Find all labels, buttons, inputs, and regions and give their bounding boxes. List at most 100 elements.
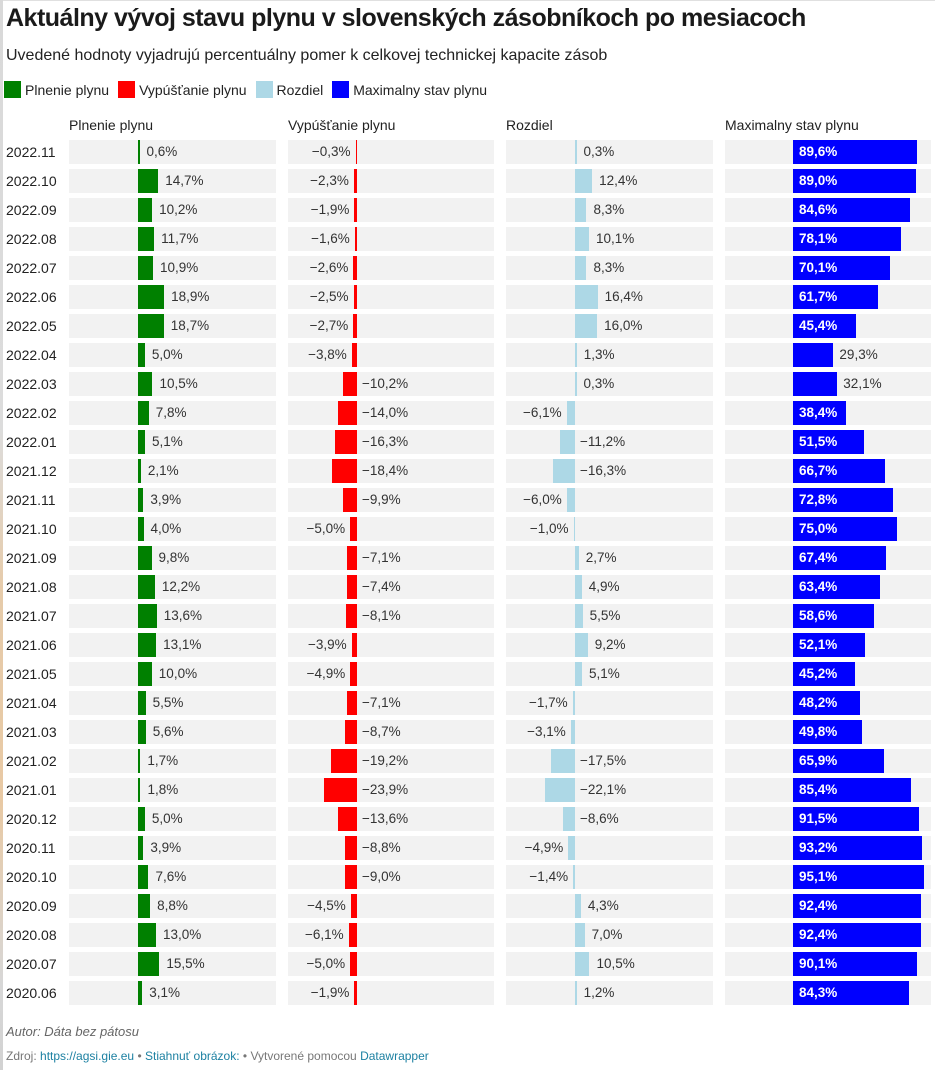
- cell-background: [506, 923, 713, 947]
- bar-plnenie: [138, 488, 144, 512]
- cell-background: [288, 691, 494, 715]
- cell-background: [506, 198, 713, 222]
- value-label-rozdiel: 12,4%: [599, 173, 638, 188]
- legend-label: Rozdiel: [276, 81, 324, 98]
- value-label-vypustanie: −9,0%: [362, 869, 401, 884]
- bar-maximalny: [793, 372, 838, 396]
- cell-background: [506, 488, 713, 512]
- value-label-plnenie: 3,1%: [149, 985, 181, 1000]
- row-label: 2020.07: [6, 956, 57, 972]
- legend-label: Plnenie plynu: [25, 81, 110, 98]
- value-label-maximalny: 75,0%: [799, 521, 838, 536]
- value-label-plnenie: 10,9%: [160, 260, 199, 275]
- bar-plnenie: [138, 981, 143, 1005]
- value-label-vypustanie: −2,6%: [309, 260, 349, 275]
- value-label-rozdiel: −3,1%: [527, 724, 566, 739]
- bar-rozdiel: [575, 169, 593, 193]
- cell-background: [288, 459, 494, 483]
- cell-background: [288, 488, 494, 512]
- value-label-vypustanie: −0,3%: [311, 144, 351, 159]
- row-label: 2022.11: [6, 144, 56, 160]
- row-label: 2022.03: [6, 376, 57, 392]
- value-label-vypustanie: −8,1%: [362, 608, 401, 623]
- cell-background: [288, 430, 494, 454]
- cell-background: [69, 836, 276, 860]
- bar-vypustanie: [344, 865, 357, 889]
- bar-maximalny: [793, 575, 881, 599]
- bar-plnenie: [138, 778, 141, 802]
- value-label-plnenie: 1,8%: [147, 782, 179, 797]
- value-label-plnenie: 14,7%: [165, 173, 204, 188]
- bar-rozdiel: [566, 401, 575, 425]
- source-prefix: Zdroj:: [6, 1049, 37, 1063]
- source-link[interactable]: https://agsi.gie.eu: [40, 1049, 135, 1063]
- value-label-rozdiel: 1,3%: [583, 347, 615, 362]
- cell-background: [288, 372, 494, 396]
- value-label-vypustanie: −5,0%: [306, 956, 346, 971]
- datawrapper-link[interactable]: Datawrapper: [360, 1049, 429, 1063]
- bar-maximalny: [793, 227, 901, 251]
- bar-plnenie: [138, 720, 146, 744]
- value-label-maximalny: 92,4%: [799, 898, 838, 913]
- bar-vypustanie: [350, 517, 357, 541]
- bar-maximalny: [793, 633, 865, 657]
- value-label-vypustanie: −7,1%: [362, 550, 401, 565]
- download-image-link[interactable]: Stiahnuť obrázok:: [144, 1049, 240, 1063]
- value-label-rozdiel: 7,0%: [591, 927, 623, 942]
- cell-background: [69, 256, 276, 280]
- bar-plnenie: [138, 633, 157, 657]
- value-label-rozdiel: 0,3%: [583, 376, 615, 391]
- cell-background: [69, 720, 276, 744]
- row-label: 2022.08: [6, 231, 57, 247]
- cell-background: [69, 575, 276, 599]
- value-label-vypustanie: −9,9%: [362, 492, 401, 507]
- cell-background: [69, 633, 276, 657]
- value-label-maximalny: 95,1%: [799, 869, 838, 884]
- value-label-plnenie: 8,8%: [157, 898, 188, 913]
- bar-vypustanie: [345, 604, 357, 628]
- cell-background: [506, 140, 713, 164]
- value-label-rozdiel: 5,5%: [589, 608, 621, 623]
- cell-background: [288, 778, 494, 802]
- bar-rozdiel: [575, 198, 587, 222]
- bar-maximalny: [793, 952, 918, 976]
- created-with-text: Vytvorené pomocou: [250, 1049, 357, 1063]
- bar-rozdiel: [550, 749, 575, 773]
- bar-plnenie: [138, 807, 145, 831]
- value-label-maximalny: 93,2%: [799, 840, 838, 855]
- bar-vypustanie: [337, 401, 357, 425]
- bar-maximalny: [793, 865, 925, 889]
- cell-background: [506, 343, 713, 367]
- value-label-vypustanie: −1,9%: [310, 985, 350, 1000]
- value-label-rozdiel: 8,3%: [593, 260, 625, 275]
- cell-background: [506, 720, 713, 744]
- value-label-plnenie: 7,6%: [155, 869, 187, 884]
- bar-vypustanie: [330, 749, 357, 773]
- row-label: 2021.09: [6, 550, 57, 566]
- column-header-maximalny: Maximalny stav plynu: [725, 117, 859, 133]
- cell-background: [288, 285, 494, 309]
- value-label-rozdiel: 2,7%: [585, 550, 617, 565]
- cell-background: [288, 256, 494, 280]
- cell-background: [288, 749, 494, 773]
- value-label-rozdiel: −22,1%: [580, 782, 627, 797]
- row-label: 2022.01: [6, 434, 57, 450]
- bar-rozdiel: [572, 691, 575, 715]
- value-label-vypustanie: −14,0%: [362, 405, 409, 420]
- bar-plnenie: [138, 865, 149, 889]
- value-label-rozdiel: 1,2%: [583, 985, 615, 1000]
- row-label: 2020.09: [6, 898, 57, 914]
- bar-plnenie: [138, 198, 153, 222]
- value-label-maximalny: 65,9%: [799, 753, 838, 768]
- value-label-plnenie: 4,0%: [150, 521, 182, 536]
- bar-maximalny: [793, 720, 862, 744]
- value-label-plnenie: 5,1%: [152, 434, 183, 449]
- value-label-maximalny: 91,5%: [799, 811, 838, 826]
- chart-title: Aktuálny vývoj stavu plynu v slovenských…: [6, 4, 806, 32]
- bar-vypustanie: [351, 633, 357, 657]
- row-label: 2021.07: [6, 608, 57, 624]
- value-label-vypustanie: −4,5%: [307, 898, 346, 913]
- row-label: 2021.10: [6, 521, 57, 537]
- cell-background: [288, 807, 494, 831]
- bar-plnenie: [138, 894, 151, 918]
